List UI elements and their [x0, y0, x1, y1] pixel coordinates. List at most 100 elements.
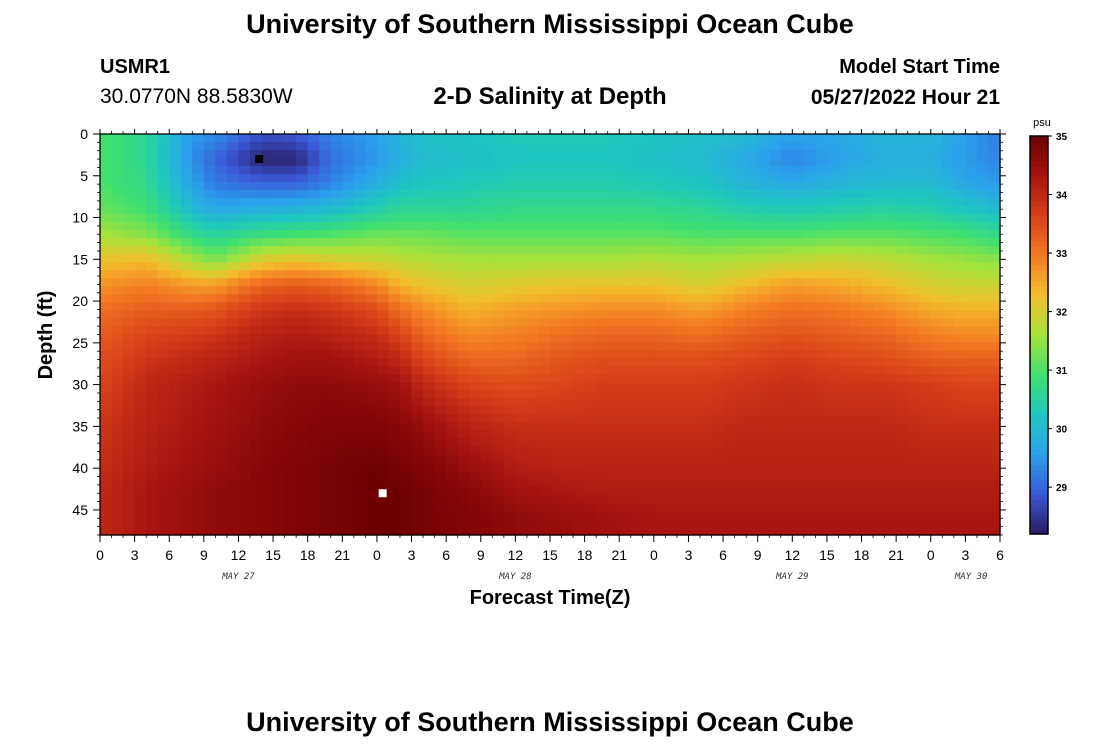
heatmap-cell [526, 486, 540, 496]
heatmap-cell [965, 326, 978, 336]
heatmap-cell [192, 430, 205, 440]
heatmap-cell [238, 390, 251, 400]
heatmap-cell [434, 462, 447, 472]
heatmap-cell [273, 166, 286, 175]
heatmap-cell [942, 398, 955, 408]
heatmap-cell [526, 358, 540, 368]
heatmap-cell [700, 366, 713, 376]
heatmap-cell [642, 358, 655, 368]
heatmap-cell [746, 454, 759, 464]
heatmap-cell [250, 286, 263, 295]
heatmap-cell [215, 294, 228, 304]
heatmap-cell [700, 342, 713, 352]
heatmap-cell [434, 270, 447, 279]
heatmap-cell [838, 486, 851, 496]
heatmap-cell [953, 278, 966, 287]
heatmap-cell [850, 214, 863, 223]
heatmap-cell [907, 238, 920, 247]
heatmap-cell [273, 398, 286, 408]
heatmap-cell [388, 158, 401, 167]
heatmap-cell [388, 214, 401, 223]
heatmap-cell [446, 214, 459, 223]
heatmap-cell [550, 198, 563, 207]
heatmap-cell [538, 222, 551, 231]
heatmap-cell [965, 246, 978, 255]
heatmap-cell [492, 382, 505, 392]
heatmap-cell [388, 406, 401, 416]
heatmap-cell [423, 166, 436, 175]
heatmap-cell [296, 254, 309, 263]
heatmap-cell [238, 406, 251, 416]
heatmap-cell [665, 230, 678, 239]
heatmap-cell [584, 422, 597, 432]
heatmap-cell [723, 462, 736, 472]
heatmap-cell [469, 470, 482, 480]
heatmap-cell [792, 430, 805, 440]
heatmap-cell [734, 278, 747, 287]
heatmap-cell [503, 326, 516, 336]
heatmap-cell [988, 382, 1001, 392]
heatmap-cell [884, 358, 897, 368]
heatmap-cell [919, 398, 932, 408]
colorbar-segment [1030, 270, 1048, 276]
heatmap-cell [238, 278, 251, 287]
heatmap-cell [953, 206, 966, 215]
heatmap-cell [353, 526, 366, 536]
heatmap-cell [965, 374, 978, 384]
heatmap-cell [676, 422, 690, 432]
heatmap-cell [100, 310, 113, 320]
heatmap-cell [319, 438, 332, 448]
heatmap-cell [469, 366, 482, 376]
heatmap-cell [988, 342, 1001, 352]
heatmap-cell [446, 342, 459, 352]
heatmap-cell [746, 438, 759, 448]
heatmap-cell [873, 358, 886, 368]
heatmap-cell [319, 374, 332, 384]
heatmap-cell [550, 438, 563, 448]
heatmap-cell [388, 318, 401, 328]
heatmap-cell [873, 230, 886, 239]
heatmap-cell [284, 206, 297, 215]
heatmap-cell [723, 150, 736, 159]
heatmap-cell [780, 486, 793, 496]
heatmap-cell [423, 518, 436, 528]
heatmap-cell [515, 526, 528, 536]
heatmap-cell [573, 342, 586, 352]
heatmap-cell [365, 486, 378, 496]
heatmap-cell [630, 158, 643, 167]
heatmap-cell [653, 350, 666, 360]
heatmap-cell [469, 502, 482, 512]
heatmap-cell [596, 358, 609, 368]
heatmap-cell [873, 302, 886, 312]
heatmap-cell [192, 294, 205, 304]
heatmap-cell [307, 286, 320, 295]
heatmap-cell [769, 390, 782, 400]
heatmap-cell [976, 374, 990, 384]
heatmap-cell [930, 174, 943, 183]
heatmap-cell [169, 342, 182, 352]
heatmap-cell [953, 262, 966, 271]
heatmap-cell [434, 166, 447, 175]
heatmap-cell [653, 398, 666, 408]
heatmap-cell [503, 182, 516, 191]
heatmap-cell [215, 238, 228, 247]
heatmap-cell [561, 198, 574, 207]
heatmap-cell [826, 526, 840, 536]
heatmap-cell [642, 286, 655, 295]
heatmap-cell [965, 318, 978, 328]
heatmap-cell [642, 182, 655, 191]
heatmap-cell [642, 526, 655, 536]
heatmap-cell [215, 318, 228, 328]
heatmap-cell [100, 438, 113, 448]
heatmap-cell [700, 246, 713, 255]
heatmap-cell [226, 414, 240, 424]
heatmap-cell [434, 526, 447, 536]
heatmap-cell [215, 526, 228, 536]
heatmap-cell [723, 502, 736, 512]
heatmap-cell [365, 302, 378, 312]
heatmap-cell [907, 430, 920, 440]
heatmap-cell [446, 406, 459, 416]
y-tick-label: 40 [72, 460, 88, 476]
heatmap-cell [792, 222, 805, 231]
heatmap-cell [711, 398, 724, 408]
